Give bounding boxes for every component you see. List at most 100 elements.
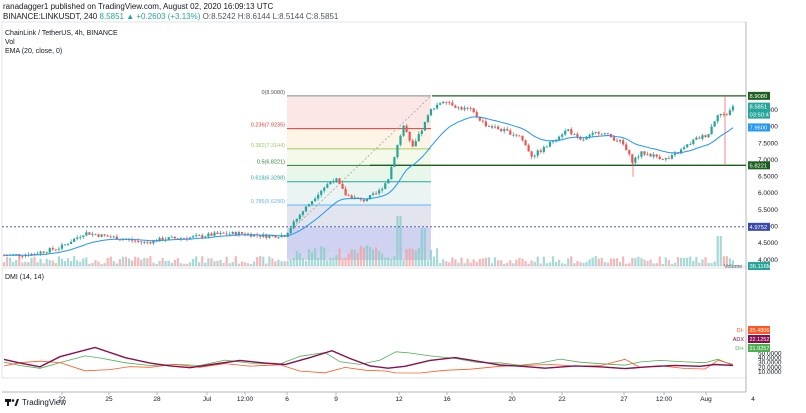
candle-body [109,236,112,238]
volume-bar [582,262,585,266]
candle-body [356,197,359,199]
volume-bar [411,248,414,266]
volume-bar [39,258,42,266]
volume-bar [91,262,94,266]
volume-bar [307,248,311,266]
candle-body [274,235,277,238]
volume-bar [564,263,567,266]
legend-vol: Vol [5,39,15,46]
dmi-series-name: ADX [733,337,745,343]
volume-bar [551,256,555,266]
candle-body [646,153,649,155]
candle-body [134,240,137,242]
symbol: BINANCE:LINKUSDT, 240 [3,12,98,21]
candle-body [362,199,365,202]
volume-bar [680,257,683,266]
volume-bar [304,260,308,266]
volume-bar [103,263,106,266]
volume-bar [256,257,259,266]
candle-body [170,236,173,238]
volume-bar [195,256,198,266]
volume-bar [579,262,582,266]
candle-body [487,126,491,127]
candle-body [375,193,378,195]
candle-body [594,132,597,134]
candle-body [445,101,448,103]
time-tick-label: 28 [153,396,161,403]
candle-body [393,157,396,167]
volume-bar [36,262,39,266]
candle-body [701,135,704,139]
candle-body [731,106,735,111]
last-price-tag: 8.5851 [750,105,768,111]
candle-body [268,235,271,238]
volume-bar [66,258,70,266]
candle-body [628,150,631,155]
candle-body [533,155,536,157]
candle-body [381,188,384,191]
volume-bar [426,260,430,266]
candle-body [63,244,67,246]
volume-bar [317,257,320,266]
candle-body [710,126,713,135]
candle-body [661,159,664,160]
candle-body [15,254,18,255]
time-axis[interactable]: 22 25 28 Jul 12:00 6 9 12 16 20 22 27 12:00 Aug 4 [58,392,755,403]
candle-body [442,101,445,104]
candle-body [21,256,24,257]
volume-bar [356,252,359,266]
candle-body [463,107,466,110]
candle-body [521,135,524,141]
dmi-value-tag: 22.1252 [750,337,770,343]
volume-bar [484,257,487,266]
volume-bar [18,256,21,266]
adx-line [3,346,734,370]
candle-body [237,232,240,236]
volume-bar [106,257,109,266]
volume-bar [234,256,237,266]
volume-bar [30,257,33,266]
volume-bar [512,263,515,266]
dmi-value-tag: 21.9257 [750,346,770,352]
horizontal-levels[interactable] [2,95,746,228]
tradingview-logo[interactable]: TradingView [5,398,66,407]
candle-body [588,134,591,137]
candle-body [515,134,518,136]
volume-bar [405,249,408,266]
volume-bar [188,262,192,266]
candle-body [680,149,683,154]
candle-body [115,236,118,240]
volume-bar [249,263,253,266]
volume-bar [173,259,176,266]
candle-body [466,107,469,109]
candle-body [347,195,350,197]
volume-bar [384,257,387,266]
candle-body [500,129,503,132]
volume-bar [283,261,286,266]
dmi-series-name: DI+ [735,346,744,352]
volume-bar [692,261,695,266]
candle-body [704,135,707,138]
ohlc-arrow: ▲ [126,12,135,21]
fib-retracement[interactable]: 0(8.9080) 0.236(7.9235) 0.382(7.3144) 0.5(6… [251,90,432,260]
candle-body [695,137,698,140]
volume-bar [731,260,735,266]
volume-bar [362,247,365,266]
volume-bar [594,256,597,266]
fib-label: 0.618(6.3298) [251,176,285,182]
volume-bar [51,260,54,266]
time-tick-label: 25 [105,396,113,403]
candle-body [600,133,603,135]
candle-body [411,140,414,147]
volume-bar [57,256,60,266]
volume-bar [402,259,405,266]
candle-body [658,156,661,160]
volume-bar [445,261,448,266]
candle-body [585,136,588,140]
volume-bar [73,256,76,266]
tradingview-logo-icon [5,399,19,406]
candle-body [304,206,308,212]
volume-bar [396,216,399,266]
